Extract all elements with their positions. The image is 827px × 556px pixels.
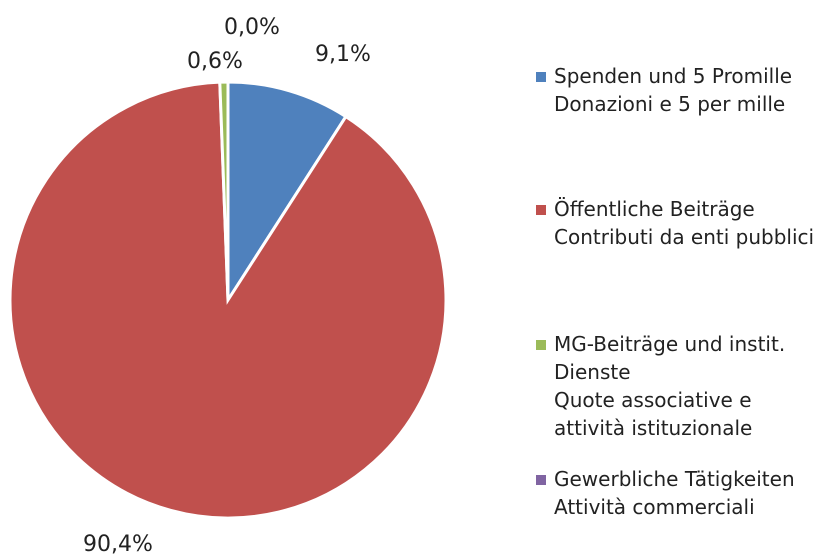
data-label: 9,1%: [315, 42, 371, 67]
data-label: 0,0%: [224, 15, 280, 40]
legend-entry: MG-Beiträge und instit. Dienste Quote as…: [536, 330, 826, 442]
data-label: 90,4%: [83, 532, 153, 556]
legend-swatch: [536, 72, 546, 82]
legend-label: Gewerbliche Tätigkeiten Attività commerc…: [554, 467, 795, 519]
legend-swatch: [536, 340, 546, 350]
legend-swatch: [536, 205, 546, 215]
data-label: 0,6%: [187, 49, 243, 74]
pie-slice: [226, 80, 348, 306]
legend-swatch: [536, 475, 546, 485]
legend-label: Spenden und 5 Promille Donazioni e 5 per…: [554, 64, 793, 116]
pie-slice: [8, 80, 448, 520]
legend-label: MG-Beiträge und instit. Dienste Quote as…: [554, 332, 786, 440]
legend-entry: Öffentliche Beiträge Contributi da enti …: [536, 195, 826, 251]
legend-label: Öffentliche Beiträge Contributi da enti …: [554, 197, 815, 249]
legend-entry: Spenden und 5 Promille Donazioni e 5 per…: [536, 62, 826, 118]
legend-entry: Gewerbliche Tätigkeiten Attività commerc…: [536, 465, 826, 521]
